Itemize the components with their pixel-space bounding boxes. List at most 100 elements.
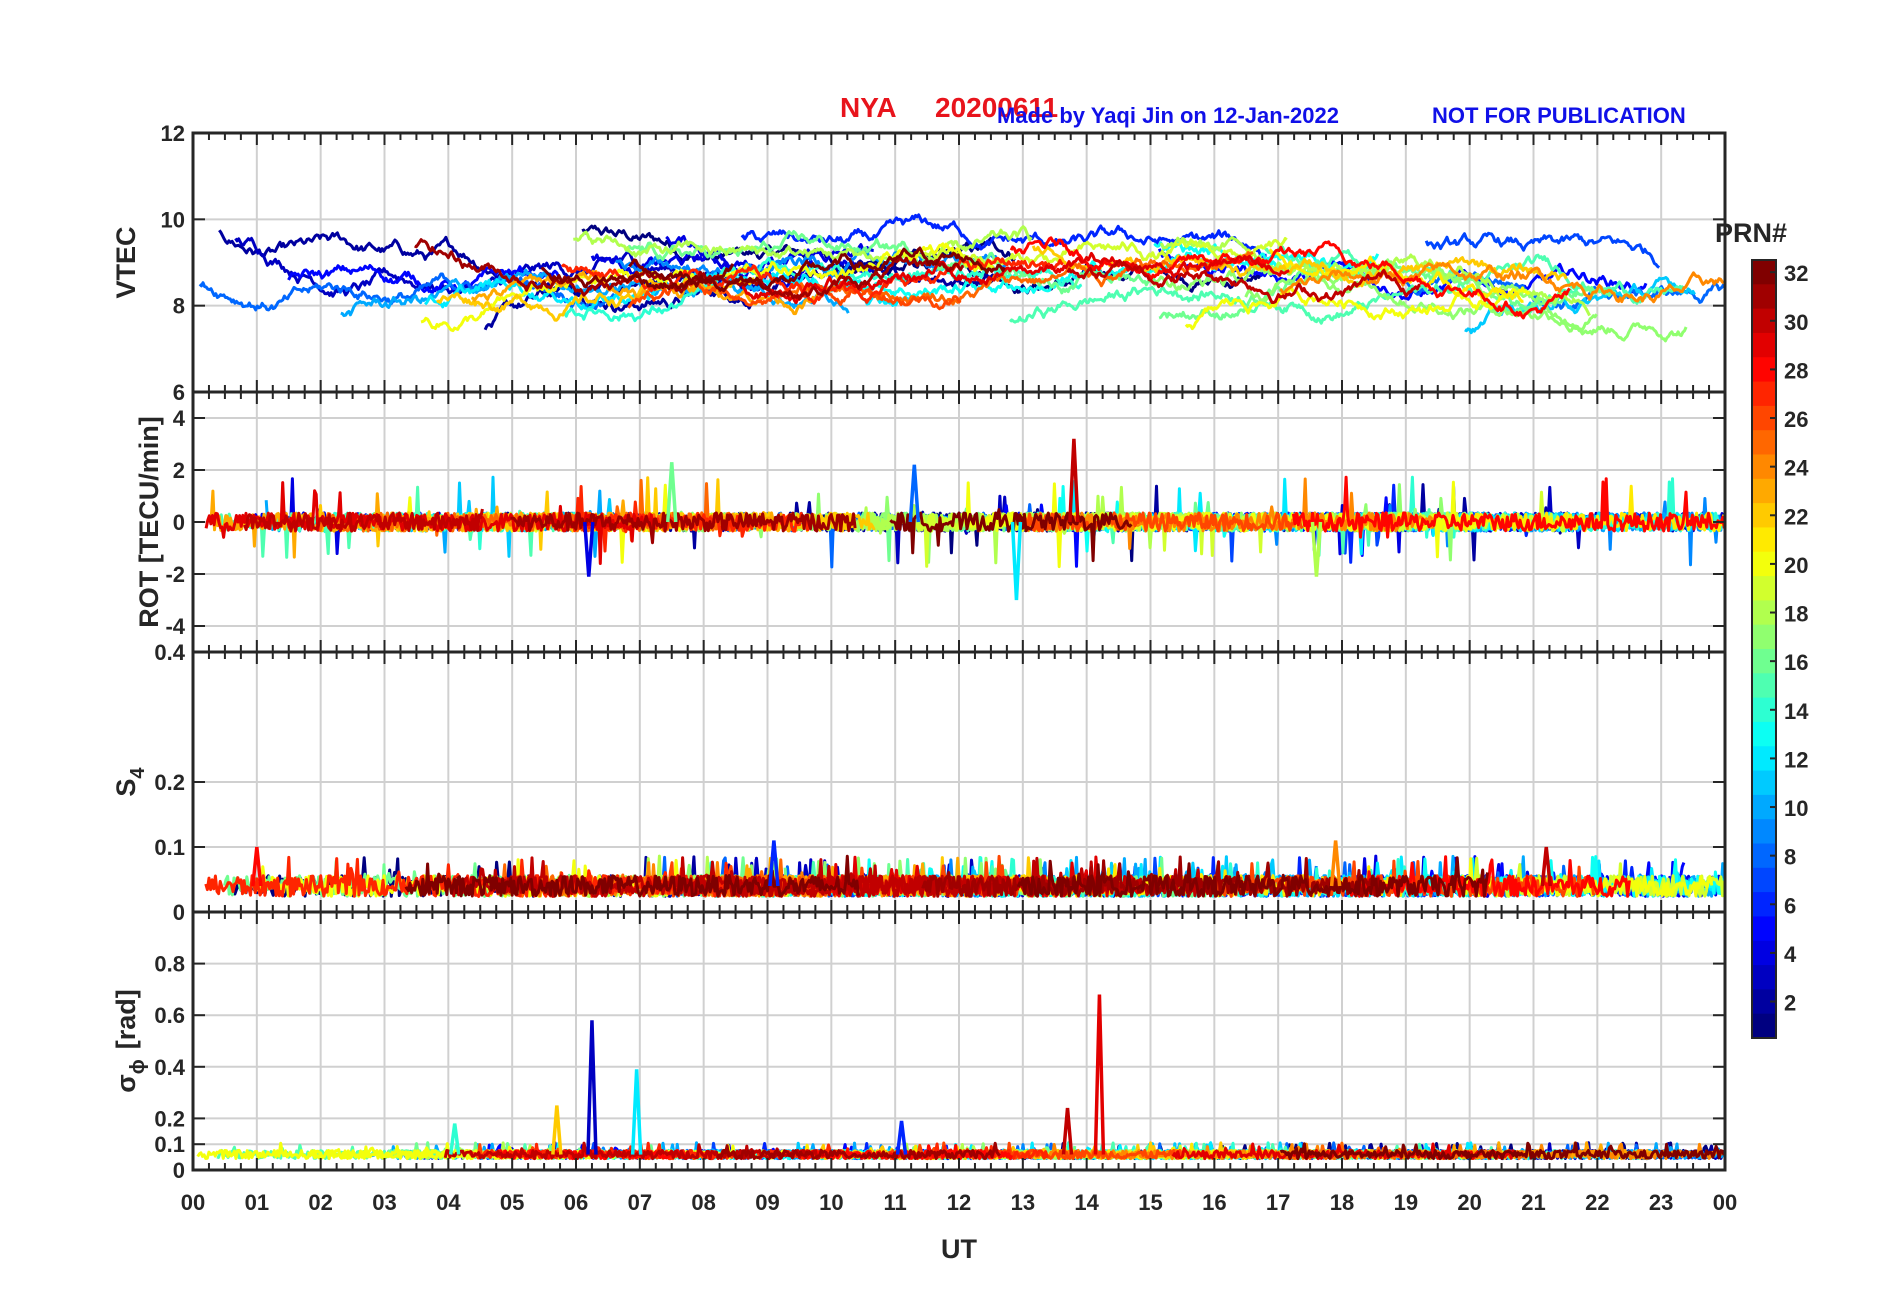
colorbar-cell-prn9 [1752,819,1776,844]
colorbar-tick-label: 18 [1784,602,1808,627]
spike-s4-1 [768,840,780,887]
y-tick-label-sigphi: 0.2 [154,1106,185,1131]
panel-rot: -4 -2 0 2 4 ROT [TECU/min] [134,390,1727,654]
colorbar-cell-prn29 [1752,332,1776,358]
y-tick-label-rot: -2 [165,562,185,587]
colorbar-tick-label: 4 [1784,942,1797,967]
series-line-s4-prn32 [404,854,860,898]
series-line-vtec-prn27 [560,256,1064,305]
series-line-s4-prn32 [1016,856,1489,898]
colorbar-cell-prn13 [1752,721,1776,747]
y-axis-label-rot: ROT [TECU/min] [134,416,164,627]
panel-s4: 0 0.1 0.2 0.4 S4 [111,640,1727,925]
colorbar-cell-prn3 [1752,965,1776,990]
colorbar-cell-prn23 [1752,478,1776,504]
series-group-s4 [204,840,1725,898]
x-tick-label: 06 [564,1190,588,1215]
panel-vtec: 6 8 10 12 VTEC [111,121,1727,405]
colorbar-tick-label: 32 [1784,261,1808,286]
y-tick-label-sigphi: 0.4 [154,1055,185,1080]
series-line-rot-prn30 [243,508,484,533]
series-line-vtec-prn5 [287,263,560,295]
x-tick-label: 14 [1074,1190,1099,1215]
colorbar-tick-label: 20 [1784,553,1808,578]
series-line-vtec-prn14 [562,256,1083,323]
colorbar-tick-label: 22 [1784,504,1808,529]
colorbar-tick-label: 28 [1784,358,1808,383]
y-tick-label-s4: 0.2 [154,770,185,795]
series-group-rot [204,438,1725,601]
x-tick-label: 09 [755,1190,779,1215]
x-tick-label: 00 [1713,1190,1737,1215]
spike-rot-2 [1010,521,1023,601]
x-tick-label: 03 [372,1190,396,1215]
x-tick-label: 13 [1011,1190,1035,1215]
x-tick-label: 19 [1394,1190,1418,1215]
y-tick-label-vtec: 6 [173,380,185,405]
colorbar-cell-prn17 [1752,624,1776,650]
spike-sigphi-1 [630,1069,643,1155]
x-tick-label: 12 [947,1190,971,1215]
x-tick-label: 23 [1649,1190,1673,1215]
spike-rot-3 [1068,438,1080,523]
series-line-rot-prn26 [1018,511,1304,533]
colorbar-cell-prn19 [1752,576,1776,601]
spike-s4-2 [1329,840,1342,887]
series-group-vtec [198,213,1725,343]
y-tick-label-s4: 0 [173,900,185,925]
colorbar-cell-prn27 [1752,381,1776,407]
x-tick-label: 16 [1202,1190,1226,1215]
y-tick-label-rot: -4 [165,614,185,639]
series-group-sigphi [196,994,1725,1161]
series-line-vtec-prn31 [414,238,965,301]
grid-sigphi [193,912,1725,1170]
colorbar-cell-prn31 [1752,284,1776,310]
colorbar-tick-label: 14 [1784,699,1809,724]
colorbar-cell-prn11 [1752,770,1776,796]
x-tick-label: 05 [500,1190,524,1215]
series-line-vtec-prn20 [1184,285,1531,331]
credit-text: Made by Yaqi Jin on 12-Jan-2022 [997,103,1339,128]
x-tick-label: 00 [181,1190,205,1215]
y-tick-label-sigphi: 0.1 [154,1132,185,1157]
spike-sigphi-6 [448,1123,461,1155]
x-tick-label: 07 [628,1190,652,1215]
x-tick-label: 02 [308,1190,332,1215]
y-axis-label-subscript: ϕ [127,1059,149,1074]
series-line-vtec-prn28 [1009,236,1571,320]
colorbar-tick-label: 30 [1784,310,1808,335]
y-tick-label-sigphi: 0.8 [154,952,185,977]
spike-s4-3 [1540,846,1553,887]
series-line-vtec-prn3 [234,236,761,298]
colorbar-tick-label: 26 [1784,407,1808,432]
colorbar-label: PRN# [1715,218,1787,248]
spike-s4-0 [251,846,263,887]
panel-sigphi: 00.10.20.40.60.8σϕ[rad] [111,910,1727,1183]
series-line-rot-prn31 [510,511,857,545]
series-line-sigphi-prn30 [443,1141,825,1161]
colorbar-cell-prn1 [1752,1013,1776,1039]
x-axis-label: UT [941,1234,977,1264]
station-title: NYA [840,92,897,123]
y-tick-label-s4: 0.4 [154,640,185,665]
spike-sigphi-5 [895,1120,908,1155]
x-tick-label: 20 [1457,1190,1481,1215]
colorbar-tick-label: 24 [1784,456,1809,481]
series-line-vtec-prn30 [1066,259,1421,304]
series-line-vtec-prn18 [573,225,1033,262]
spike-sigphi-4 [1093,994,1106,1155]
spike-rot-5 [908,464,921,523]
date-title: 20200611 [935,92,1058,123]
x-tick-label: 10 [819,1190,843,1215]
series-line-rot-prn28 [1291,475,1725,539]
colorbar-cell-prn25 [1752,430,1776,455]
series-line-rot-prn32 [889,508,1133,563]
y-tick-label-vtec: 10 [161,207,185,232]
series-line-vtec-prn32 [628,246,1006,293]
y-tick-label-rot: 0 [173,510,185,535]
colorbar-frame [1751,259,1777,1039]
series-line-vtec-prn16 [624,230,1158,295]
y-tick-label-rot: 4 [173,406,186,431]
